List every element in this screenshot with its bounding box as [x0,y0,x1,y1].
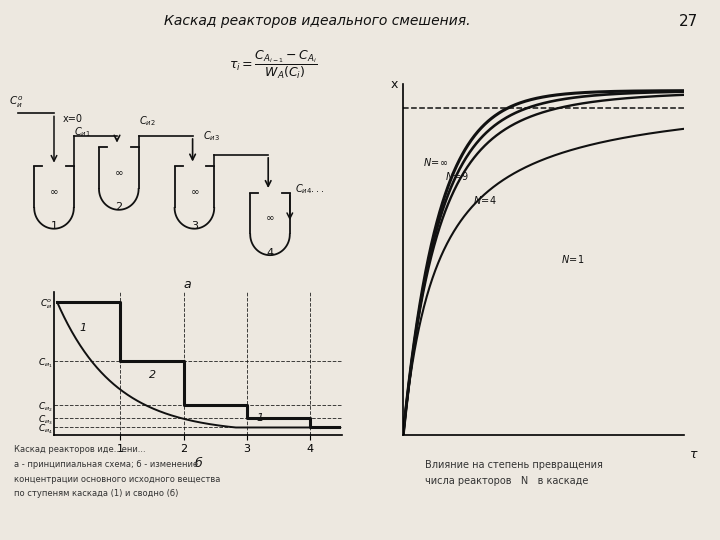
Text: Каскад реакторов идеального смешения.: Каскад реакторов идеального смешения. [163,14,470,28]
Text: а: а [184,278,191,291]
Text: 1: 1 [79,323,86,333]
Text: 3: 3 [191,221,198,231]
Text: $N\!=\!9$: $N\!=\!9$ [445,170,469,182]
Text: $N\!=\!1$: $N\!=\!1$ [561,253,585,265]
Text: 1: 1 [256,413,264,423]
Text: $\infty$: $\infty$ [189,186,199,196]
Text: числа реакторов   N   в каскаде: числа реакторов N в каскаде [425,476,588,487]
Text: $C_{и2}$: $C_{и2}$ [138,114,156,128]
Text: концентрации основного исходного вещества: концентрации основного исходного веществ… [14,475,221,484]
Text: $N\!=\!4$: $N\!=\!4$ [474,194,497,206]
Text: x=0: x=0 [63,114,83,124]
Text: $\infty$: $\infty$ [114,167,124,177]
Text: $C_{и3}$: $C_{и3}$ [204,129,220,143]
Text: Влияние на степень превращения: Влияние на степень превращения [425,460,603,470]
Text: $C_{и4}...$: $C_{и4}...$ [295,182,325,196]
Text: x: x [391,78,398,91]
X-axis label: б: б [194,457,202,470]
Text: 1: 1 [50,221,58,231]
Text: $C_{и1}$: $C_{и1}$ [74,125,91,139]
Text: 2: 2 [149,370,156,380]
Text: Каскад реакторов иде...ени...: Каскад реакторов иде...ени... [14,446,146,455]
Text: по ступеням каскада (1) и сводно (б): по ступеням каскада (1) и сводно (б) [14,489,179,498]
Text: 2: 2 [115,202,122,212]
Text: $\infty$: $\infty$ [49,186,59,196]
Text: а - принципиальная схема; б - изменение: а - принципиальная схема; б - изменение [14,460,199,469]
Text: $\tau_i = \dfrac{C_{A_{i-1}} - C_{A_i}}{W_A(C_i)}$: $\tau_i = \dfrac{C_{A_{i-1}} - C_{A_i}}{… [230,49,318,81]
Text: $\tau$: $\tau$ [689,448,699,462]
Text: $N\!=\!\infty$: $N\!=\!\infty$ [423,156,448,168]
Text: 4: 4 [266,247,274,258]
Text: 27: 27 [679,14,698,29]
Text: $\infty$: $\infty$ [265,212,275,222]
Text: $C_и^o$: $C_и^o$ [9,94,23,110]
